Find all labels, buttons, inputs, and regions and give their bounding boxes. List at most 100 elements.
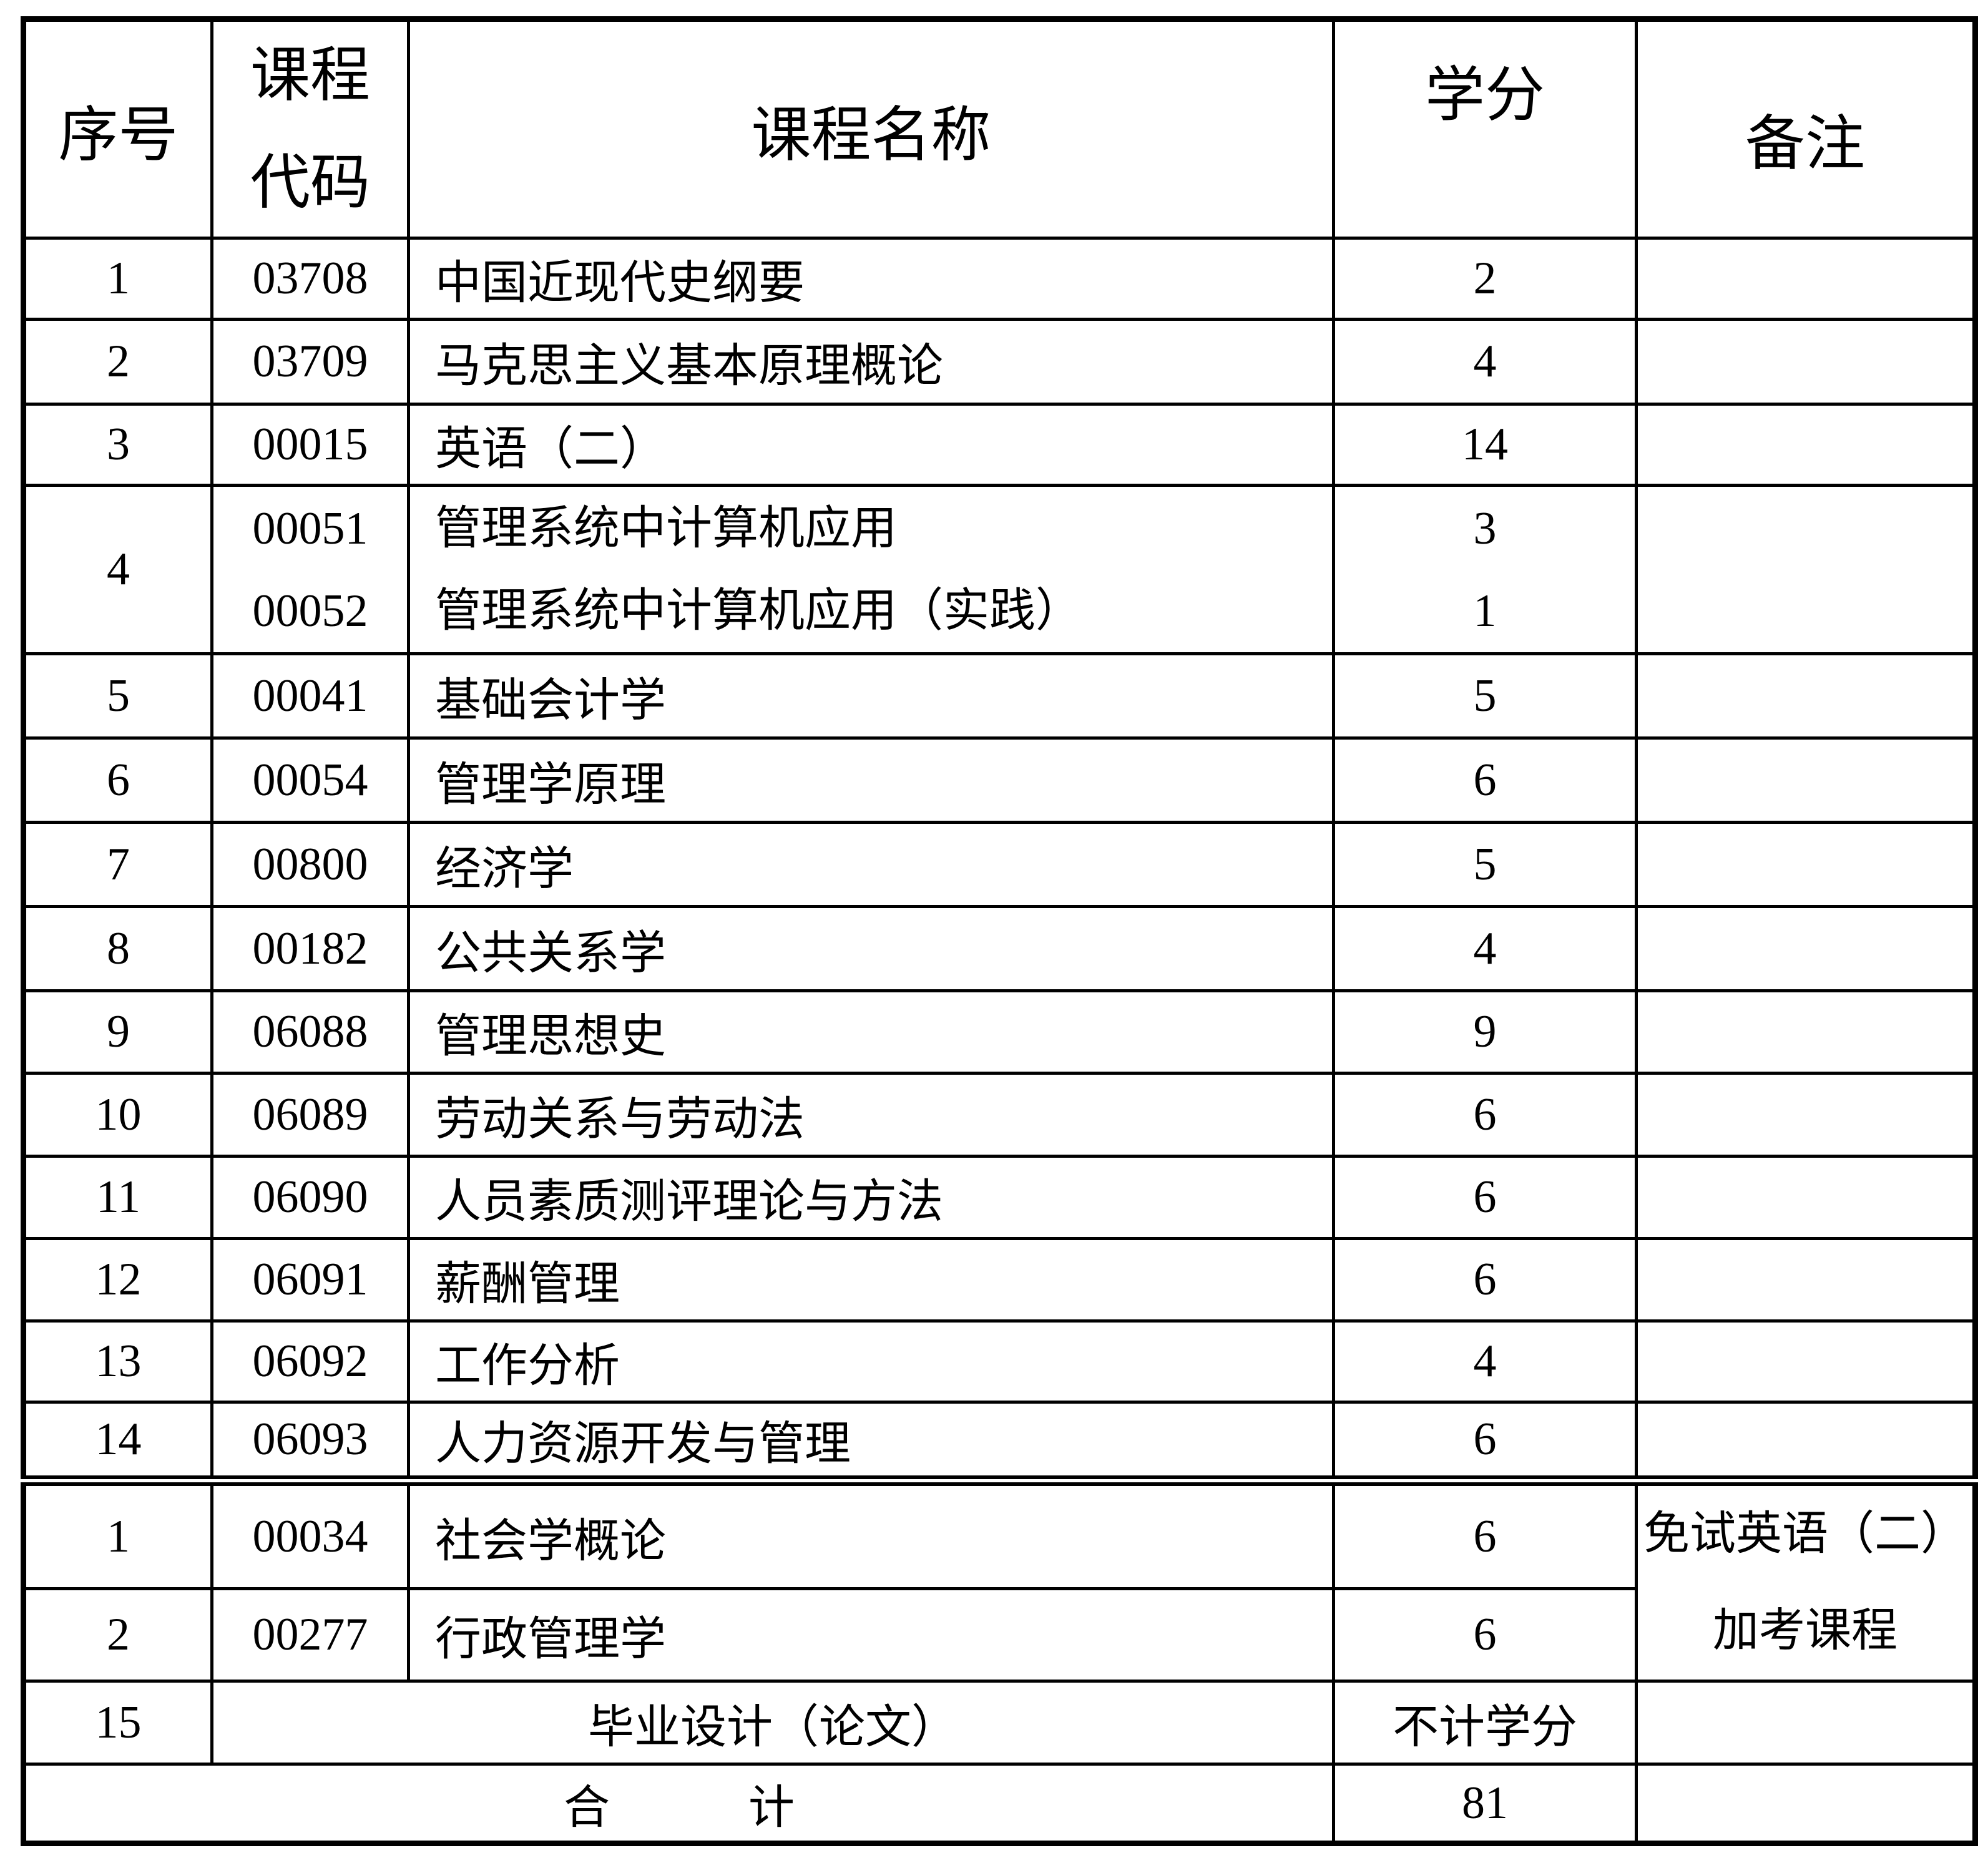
credits-cell: 4: [1332, 905, 1638, 992]
course-row-11: 11 06090 人员素质测评理论与方法 6: [22, 1155, 1977, 1240]
name-cell: 管理思想史: [407, 989, 1335, 1075]
course-row-2: 2 03709 马克思主义基本原理概论 4: [22, 318, 1977, 406]
course-row-9: 9 06088 管理思想史 9: [22, 989, 1977, 1075]
column-header-name: 课程名称: [407, 17, 1335, 240]
notes-cell: [1635, 652, 1977, 740]
credits-cell: 6: [1332, 1479, 1638, 1591]
column-header-code-lines: 课程 代码: [215, 22, 406, 235]
credits-cell: 2: [1332, 237, 1638, 321]
name-cell: 工作分析: [407, 1319, 1335, 1404]
credits-pair: 3 1: [1337, 489, 1633, 651]
extra-course-row-2: 2 00277 行政管理学 6: [22, 1587, 1976, 1683]
code-cell: 06089: [210, 1072, 410, 1158]
name-cell: 社会学概论: [407, 1479, 1335, 1591]
code-cell: 06093: [210, 1401, 410, 1486]
seq-cell: 3: [22, 403, 213, 487]
seq-cell: 2: [22, 1587, 213, 1683]
credits-cell: 5: [1332, 652, 1638, 740]
course-row-6: 6 00054 管理学原理 6: [22, 736, 1977, 824]
seq-cell: 15: [22, 1680, 213, 1766]
name-cell: 管理系统中计算机应用 管理系统中计算机应用（实践）: [407, 484, 1335, 655]
code-cell: 00054: [210, 736, 410, 824]
column-header-notes: 备注: [1635, 17, 1977, 240]
column-header-code-line2: 代码: [250, 149, 370, 216]
extra-course-row-1: 1 00034 社会学概论 6 免试英语（二） 加考课程: [22, 1479, 1977, 1683]
course-row-5: 5 00041 基础会计学 5: [22, 652, 1977, 740]
credits-cell: 9: [1332, 989, 1638, 1075]
name-cell: 中国近现代史纲要: [407, 237, 1335, 321]
column-header-notes-label: 备注: [1745, 110, 1865, 177]
course-credits: 3: [1473, 502, 1497, 554]
exempt-note-line2: 加考课程: [1713, 1605, 1897, 1656]
course-code: 00051: [252, 502, 368, 554]
course-code: 00052: [252, 585, 368, 637]
name-cell: 经济学: [407, 821, 1335, 908]
seq-cell: 1: [22, 237, 213, 321]
credits-cell: 6: [1332, 1587, 1638, 1683]
credits-cell: 14: [1332, 403, 1638, 487]
code-cell: 06090: [210, 1155, 410, 1240]
notes-cell: [1635, 905, 1977, 992]
seq-cell: 14: [22, 1401, 213, 1486]
notes-cell: [1635, 1072, 1977, 1158]
notes-cell: [1635, 1763, 1977, 1845]
credits-cell: 6: [1332, 1237, 1638, 1323]
course-row-14: 14 06093 人力资源开发与管理 6: [22, 1401, 1977, 1486]
code-cell: 00277: [210, 1587, 410, 1683]
name-cell: 人力资源开发与管理: [407, 1401, 1335, 1486]
column-header-code-line1: 课程: [250, 42, 370, 109]
seq-cell: 9: [22, 989, 213, 1075]
exempt-note-line1: 免试英语（二）: [1643, 1509, 1967, 1560]
credits-cell: 6: [1332, 1401, 1638, 1486]
thesis-name-cell: 毕业设计（论文）: [210, 1680, 1335, 1766]
credits-cell: 4: [1332, 318, 1638, 406]
credits-cell: 6: [1332, 736, 1638, 824]
notes-cell: [1635, 237, 1977, 321]
code-cell: 00034: [210, 1479, 410, 1591]
code-cell: 00015: [210, 403, 410, 487]
notes-cell: [1635, 736, 1977, 824]
column-header-credits: 学分: [1332, 17, 1638, 240]
credits-cell: 6: [1332, 1155, 1638, 1240]
course-row-7: 7 00800 经济学 5: [22, 821, 1977, 908]
code-cell: 00041: [210, 652, 410, 740]
credits-cell: 不计学分: [1332, 1680, 1638, 1766]
seq-cell: 5: [22, 652, 213, 740]
seq-cell: 8: [22, 905, 213, 992]
total-credits-cell: 81: [1332, 1763, 1638, 1845]
notes-cell: [1635, 1155, 1977, 1240]
column-header-index: 序号: [22, 17, 213, 240]
column-header-code: 课程 代码: [210, 17, 410, 240]
name-cell: 行政管理学: [407, 1587, 1335, 1683]
notes-cell: [1635, 1237, 1977, 1323]
name-cell: 管理学原理: [407, 736, 1335, 824]
course-row-3: 3 00015 英语（二） 14: [22, 403, 1977, 487]
course-row-12: 12 06091 薪酬管理 6: [22, 1237, 1977, 1323]
name-pair: 管理系统中计算机应用 管理系统中计算机应用（实践）: [435, 489, 1331, 651]
notes-cell: [1635, 318, 1977, 406]
course-name: 管理系统中计算机应用: [435, 502, 897, 554]
name-cell: 薪酬管理: [407, 1237, 1335, 1323]
seq-cell: 10: [22, 1072, 213, 1158]
seq-cell: 11: [22, 1155, 213, 1240]
code-cell: 06092: [210, 1319, 410, 1404]
column-header-credits-label: 学分: [1425, 61, 1545, 129]
notes-cell: [1635, 403, 1977, 487]
credits-cell: 5: [1332, 821, 1638, 908]
credits-cell: 4: [1332, 1319, 1638, 1404]
notes-cell: [1635, 484, 1977, 655]
code-cell: 06088: [210, 989, 410, 1075]
course-plan-table: 序号 课程 代码 课程名称 学分 备注 1 03708 中国近现代史纲要 2: [21, 16, 1978, 1846]
seq-cell: 1: [22, 1479, 213, 1591]
notes-cell: [1635, 1401, 1977, 1486]
course-row-10: 10 06089 劳动关系与劳动法 6: [22, 1072, 1977, 1158]
total-row: 合 计 81: [22, 1763, 1977, 1845]
seq-cell: 2: [22, 318, 213, 406]
notes-cell: [1635, 1319, 1977, 1404]
course-name: 管理系统中计算机应用（实践）: [435, 585, 1082, 637]
code-cell: 06091: [210, 1237, 410, 1323]
seq-cell: 6: [22, 736, 213, 824]
seq-cell: 4: [22, 484, 213, 655]
header-row: 序号 课程 代码 课程名称 学分 备注: [22, 17, 1977, 240]
